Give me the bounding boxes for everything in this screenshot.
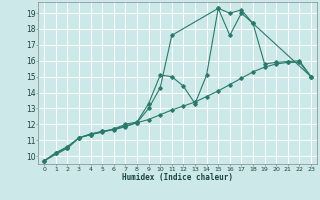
X-axis label: Humidex (Indice chaleur): Humidex (Indice chaleur) (122, 173, 233, 182)
